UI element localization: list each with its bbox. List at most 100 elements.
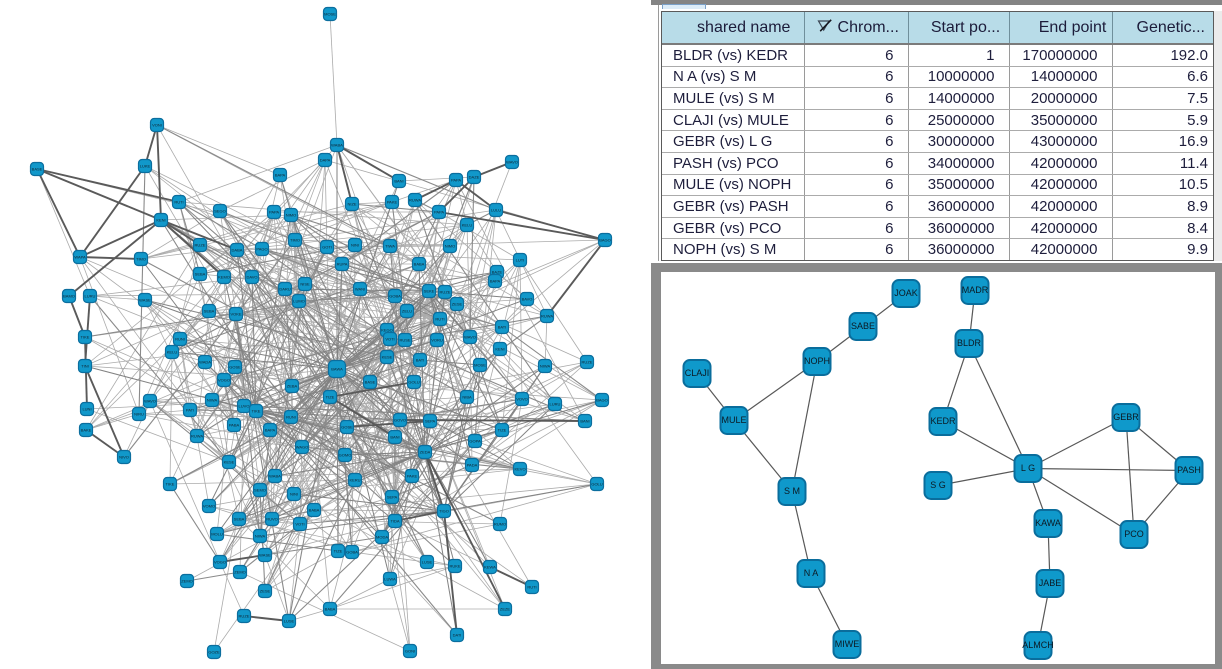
svg-text:PAPA: PAPA bbox=[451, 177, 461, 182]
svg-text:WAVO: WAVO bbox=[506, 159, 518, 164]
svg-text:TIGO: TIGO bbox=[439, 508, 449, 513]
svg-text:NIMO: NIMO bbox=[286, 212, 296, 217]
svg-text:ZEMO: ZEMO bbox=[181, 578, 193, 583]
svg-text:WAVO: WAVO bbox=[144, 398, 156, 403]
svg-text:KERU: KERU bbox=[349, 477, 360, 482]
svg-text:S G: S G bbox=[930, 480, 946, 490]
svg-text:SEBA: SEBA bbox=[195, 271, 206, 276]
svg-text:CLAJI: CLAJI bbox=[685, 368, 710, 378]
svg-text:BASE: BASE bbox=[32, 166, 43, 171]
svg-text:GOBA: GOBA bbox=[389, 293, 401, 298]
svg-text:KENI: KENI bbox=[495, 346, 504, 351]
svg-text:BATI: BATI bbox=[498, 324, 507, 329]
svg-text:RUZE: RUZE bbox=[239, 613, 250, 618]
svg-text:NINI: NINI bbox=[351, 242, 359, 247]
svg-text:RUWA: RUWA bbox=[191, 433, 203, 438]
svg-text:BAGO: BAGO bbox=[599, 237, 611, 242]
svg-text:NIWA: NIWA bbox=[255, 533, 266, 538]
svg-text:LUVO: LUVO bbox=[239, 403, 250, 408]
svg-text:KAWA: KAWA bbox=[1035, 518, 1061, 528]
svg-text:DARU: DARU bbox=[279, 286, 290, 291]
svg-text:VONI: VONI bbox=[152, 122, 162, 127]
svg-text:LULU: LULU bbox=[491, 207, 501, 212]
svg-text:GOPA: GOPA bbox=[469, 438, 481, 443]
svg-text:L G: L G bbox=[1021, 463, 1035, 473]
svg-text:GOSE: GOSE bbox=[229, 364, 241, 369]
svg-text:RUMO: RUMO bbox=[494, 521, 506, 526]
svg-text:WASE: WASE bbox=[139, 297, 151, 302]
svg-text:LUKE: LUKE bbox=[140, 163, 151, 168]
svg-text:NIZE: NIZE bbox=[347, 201, 356, 206]
svg-text:NIWA: NIWA bbox=[540, 363, 551, 368]
svg-text:VOTI: VOTI bbox=[295, 521, 304, 526]
svg-text:NIBA: NIBA bbox=[462, 394, 472, 399]
svg-text:PAGO: PAGO bbox=[256, 246, 267, 251]
svg-text:KEGO: KEGO bbox=[381, 327, 393, 332]
svg-text:TIKE: TIKE bbox=[81, 334, 90, 339]
svg-text:BABA: BABA bbox=[309, 507, 320, 512]
svg-text:KEVO: KEVO bbox=[514, 466, 525, 471]
svg-text:ZESE: ZESE bbox=[260, 588, 271, 593]
svg-text:TIMO: TIMO bbox=[136, 256, 146, 261]
svg-text:KEDR: KEDR bbox=[930, 416, 956, 426]
svg-text:KESE: KESE bbox=[224, 459, 235, 464]
svg-text:GOZE: GOZE bbox=[208, 649, 220, 654]
svg-text:BAPA: BAPA bbox=[275, 172, 286, 177]
svg-text:GOBA: GOBA bbox=[346, 549, 358, 554]
svg-text:SEPA: SEPA bbox=[387, 494, 398, 499]
svg-text:DAPA: DAPA bbox=[320, 157, 331, 162]
svg-text:TIKE: TIKE bbox=[252, 408, 261, 413]
svg-text:MOSE: MOSE bbox=[474, 362, 486, 367]
svg-text:RUNI: RUNI bbox=[286, 414, 296, 419]
svg-text:RUTI: RUTI bbox=[174, 199, 183, 204]
svg-text:MADR: MADR bbox=[962, 285, 989, 295]
svg-text:KENI: KENI bbox=[156, 217, 165, 222]
svg-text:NISE: NISE bbox=[300, 281, 310, 286]
svg-text:RUPA: RUPA bbox=[337, 261, 348, 266]
svg-text:NIMO: NIMO bbox=[445, 243, 455, 248]
svg-text:VOMO: VOMO bbox=[203, 503, 215, 508]
svg-text:S M: S M bbox=[784, 486, 800, 496]
svg-text:ZEBA: ZEBA bbox=[287, 383, 298, 388]
svg-text:DAVO: DAVO bbox=[246, 274, 257, 279]
svg-text:RUZE: RUZE bbox=[440, 289, 451, 294]
svg-text:ZEZE: ZEZE bbox=[500, 606, 511, 611]
svg-text:MOLU: MOLU bbox=[211, 531, 223, 536]
svg-text:PADA: PADA bbox=[467, 462, 478, 467]
svg-text:WAVO: WAVO bbox=[464, 334, 476, 339]
svg-text:WADA: WADA bbox=[199, 359, 211, 364]
svg-text:WABA: WABA bbox=[269, 473, 281, 478]
svg-text:RUTI: RUTI bbox=[435, 316, 444, 321]
svg-text:RUWA: RUWA bbox=[409, 197, 421, 202]
svg-text:BAGO: BAGO bbox=[596, 397, 608, 402]
svg-text:SABE: SABE bbox=[851, 321, 875, 331]
svg-text:BATI: BATI bbox=[416, 357, 425, 362]
svg-text:TIKE: TIKE bbox=[166, 481, 175, 486]
svg-text:TINI: TINI bbox=[81, 363, 89, 368]
svg-text:PAPA: PAPA bbox=[269, 209, 279, 214]
svg-text:SEBA: SEBA bbox=[204, 308, 215, 313]
svg-text:LUTI: LUTI bbox=[516, 257, 525, 262]
svg-text:LURU: LURU bbox=[85, 293, 96, 298]
svg-text:RUZE: RUZE bbox=[195, 242, 206, 247]
svg-text:WAPA: WAPA bbox=[74, 254, 86, 259]
svg-text:KELU: KELU bbox=[167, 349, 178, 354]
svg-text:PASH: PASH bbox=[1177, 465, 1201, 475]
svg-text:PAKE: PAKE bbox=[387, 199, 398, 204]
svg-text:TIMO: TIMO bbox=[290, 237, 300, 242]
svg-text:MIWE: MIWE bbox=[835, 639, 860, 649]
svg-text:LUWA: LUWA bbox=[384, 576, 396, 581]
svg-text:LUSE: LUSE bbox=[422, 559, 433, 564]
svg-text:LUMO: LUMO bbox=[293, 298, 305, 303]
svg-text:VOKE: VOKE bbox=[230, 311, 241, 316]
svg-text:WANI: WANI bbox=[355, 286, 365, 291]
svg-text:LURU: LURU bbox=[550, 401, 561, 406]
svg-text:RUZE: RUZE bbox=[582, 359, 593, 364]
svg-text:BAVO: BAVO bbox=[522, 296, 533, 301]
svg-text:GEBR: GEBR bbox=[1113, 412, 1139, 422]
svg-text:BAPA: BAPA bbox=[490, 278, 501, 283]
svg-text:PAKE: PAKE bbox=[407, 473, 418, 478]
svg-text:GOVO: GOVO bbox=[394, 417, 406, 422]
svg-text:KEWA: KEWA bbox=[484, 564, 496, 569]
svg-text:BANI: BANI bbox=[390, 434, 399, 439]
